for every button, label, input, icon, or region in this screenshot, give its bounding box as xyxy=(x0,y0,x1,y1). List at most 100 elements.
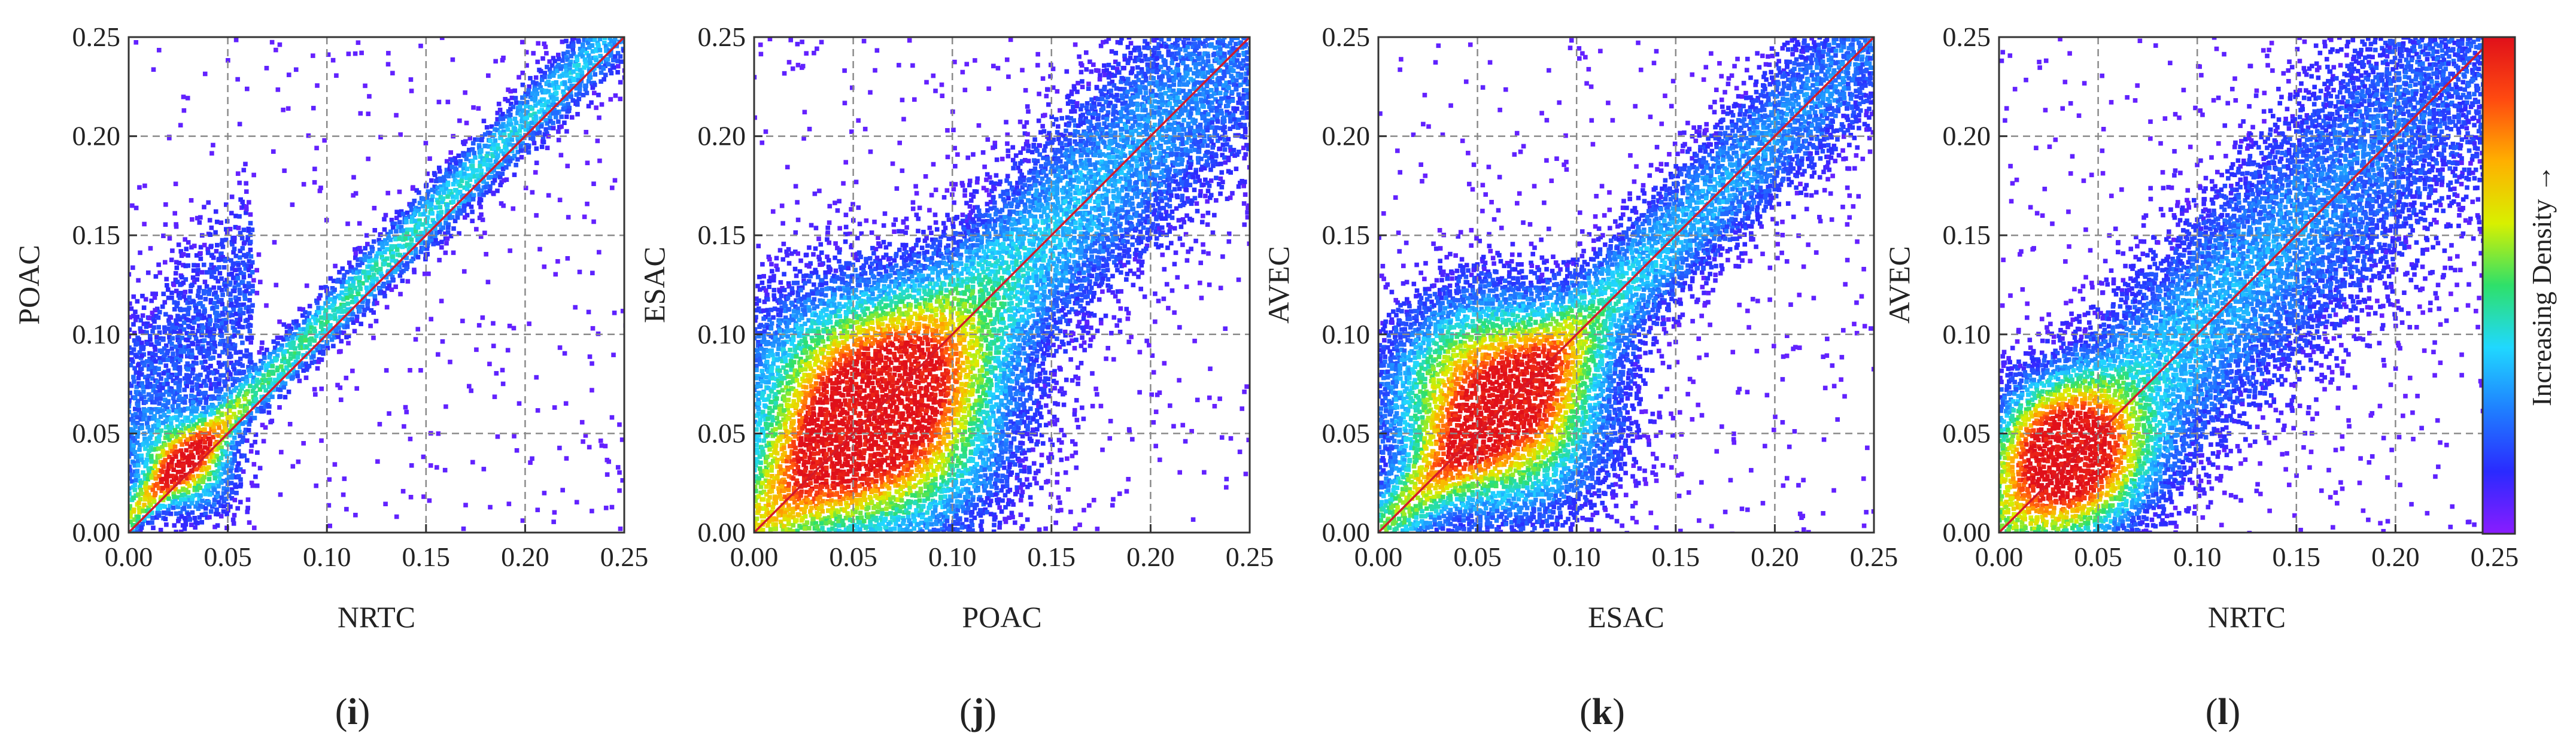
density-point xyxy=(757,401,761,406)
density-point xyxy=(534,160,539,166)
density-point xyxy=(175,391,180,396)
density-point xyxy=(129,439,133,444)
density-point xyxy=(186,460,191,464)
density-point xyxy=(820,367,825,372)
density-point xyxy=(175,495,181,500)
density-point xyxy=(156,422,162,428)
density-point xyxy=(782,516,788,522)
density-point xyxy=(165,488,171,493)
density-point xyxy=(216,396,221,402)
density-point xyxy=(593,72,598,77)
density-point xyxy=(765,523,770,528)
density-point xyxy=(234,419,239,424)
density-point xyxy=(174,303,179,309)
density-point xyxy=(150,466,155,471)
density-point xyxy=(811,406,816,411)
density-point xyxy=(252,415,257,421)
density-point xyxy=(807,476,813,481)
density-point xyxy=(542,491,547,495)
density-point xyxy=(156,341,162,346)
panel-label: (i) xyxy=(335,692,370,732)
density-point xyxy=(394,209,399,215)
density-point xyxy=(312,359,318,364)
density-point xyxy=(788,437,793,442)
density-point xyxy=(444,159,449,164)
density-point xyxy=(176,459,181,464)
density-point xyxy=(337,323,342,327)
density-point xyxy=(584,90,590,96)
density-point xyxy=(464,166,470,172)
density-point xyxy=(534,146,539,151)
y-axis-label: POAC xyxy=(12,245,45,324)
density-point xyxy=(788,318,793,323)
density-point xyxy=(228,415,233,419)
density-point xyxy=(760,280,765,285)
density-point xyxy=(178,123,183,128)
density-point xyxy=(763,460,768,464)
panel-letter: i xyxy=(347,692,357,732)
density-point xyxy=(203,491,208,497)
density-point xyxy=(463,139,468,144)
density-point xyxy=(284,366,289,371)
density-point xyxy=(797,333,801,338)
density-point xyxy=(777,464,783,469)
density-point xyxy=(292,372,297,376)
density-point xyxy=(828,378,833,383)
density-point xyxy=(227,419,232,425)
density-point xyxy=(355,270,360,275)
density-point xyxy=(774,256,779,261)
density-point xyxy=(543,44,548,50)
density-point xyxy=(229,211,234,215)
density-point xyxy=(249,335,254,340)
density-point xyxy=(786,320,791,325)
density-point xyxy=(842,340,847,346)
density-point xyxy=(232,261,238,266)
density-point xyxy=(216,433,221,438)
density-point xyxy=(803,336,807,342)
density-point xyxy=(152,344,157,349)
density-point xyxy=(129,476,132,481)
density-point xyxy=(586,79,591,84)
density-point xyxy=(385,286,390,291)
density-point xyxy=(354,276,359,281)
density-point xyxy=(479,188,484,193)
density-point xyxy=(771,315,776,320)
density-point xyxy=(800,302,804,308)
density-point xyxy=(800,416,805,421)
density-point xyxy=(408,367,412,373)
density-point xyxy=(803,466,809,470)
density-point xyxy=(167,135,172,141)
density-point xyxy=(821,339,825,344)
density-point xyxy=(145,408,150,413)
density-point xyxy=(237,121,242,127)
density-point xyxy=(445,182,451,187)
density-point xyxy=(838,370,843,376)
density-point xyxy=(383,501,388,507)
density-point xyxy=(207,492,212,497)
density-point xyxy=(779,293,784,299)
density-point xyxy=(520,115,525,120)
density-point xyxy=(765,416,770,421)
density-point xyxy=(784,527,789,532)
density-point xyxy=(540,90,545,95)
density-point xyxy=(837,399,842,404)
density-point xyxy=(845,460,850,465)
density-point xyxy=(239,236,245,241)
density-point xyxy=(258,358,263,364)
density-point xyxy=(500,111,505,117)
density-point xyxy=(497,175,503,180)
density-point xyxy=(362,269,366,274)
density-point xyxy=(208,232,213,237)
density-point xyxy=(529,106,534,111)
density-point xyxy=(545,145,550,150)
density-point xyxy=(190,385,195,390)
density-point xyxy=(304,367,309,372)
density-point xyxy=(433,235,438,239)
density-point xyxy=(804,437,809,442)
density-point xyxy=(133,412,138,416)
density-point xyxy=(561,51,566,56)
density-point xyxy=(180,523,186,528)
density-point xyxy=(834,470,840,476)
density-point xyxy=(789,251,794,256)
density-point xyxy=(809,223,814,228)
